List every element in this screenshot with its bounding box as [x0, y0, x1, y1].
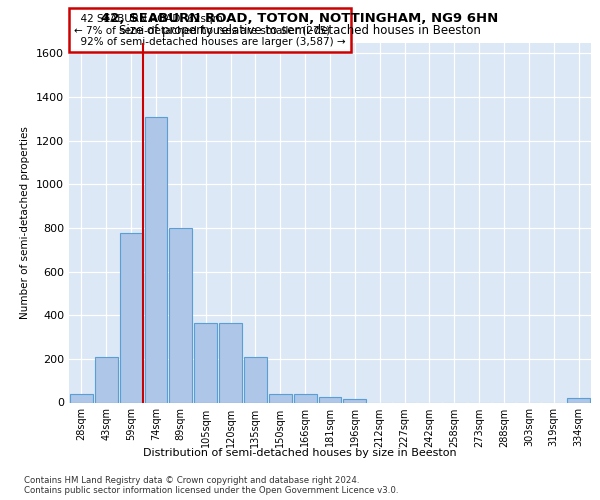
- Text: 42 SEABURN ROAD: 62sqm
← 7% of semi-detached houses are smaller (275)
  92% of s: 42 SEABURN ROAD: 62sqm ← 7% of semi-deta…: [74, 14, 346, 47]
- Bar: [269, 394, 292, 402]
- Text: Contains HM Land Registry data © Crown copyright and database right 2024.
Contai: Contains HM Land Registry data © Crown c…: [24, 476, 398, 496]
- Bar: [70, 394, 93, 402]
- Bar: [244, 356, 267, 403]
- Bar: [319, 397, 341, 402]
- Text: 42, SEABURN ROAD, TOTON, NOTTINGHAM, NG9 6HN: 42, SEABURN ROAD, TOTON, NOTTINGHAM, NG9…: [101, 12, 499, 26]
- Bar: [219, 323, 242, 402]
- Y-axis label: Number of semi-detached properties: Number of semi-detached properties: [20, 126, 31, 319]
- Bar: [95, 356, 118, 403]
- Bar: [169, 228, 192, 402]
- Bar: [120, 234, 143, 402]
- Bar: [294, 394, 317, 402]
- Bar: [194, 323, 217, 402]
- Text: Size of property relative to semi-detached houses in Beeston: Size of property relative to semi-detach…: [119, 24, 481, 37]
- Text: Distribution of semi-detached houses by size in Beeston: Distribution of semi-detached houses by …: [143, 448, 457, 458]
- Bar: [145, 116, 167, 403]
- Bar: [343, 398, 366, 402]
- Bar: [567, 398, 590, 402]
